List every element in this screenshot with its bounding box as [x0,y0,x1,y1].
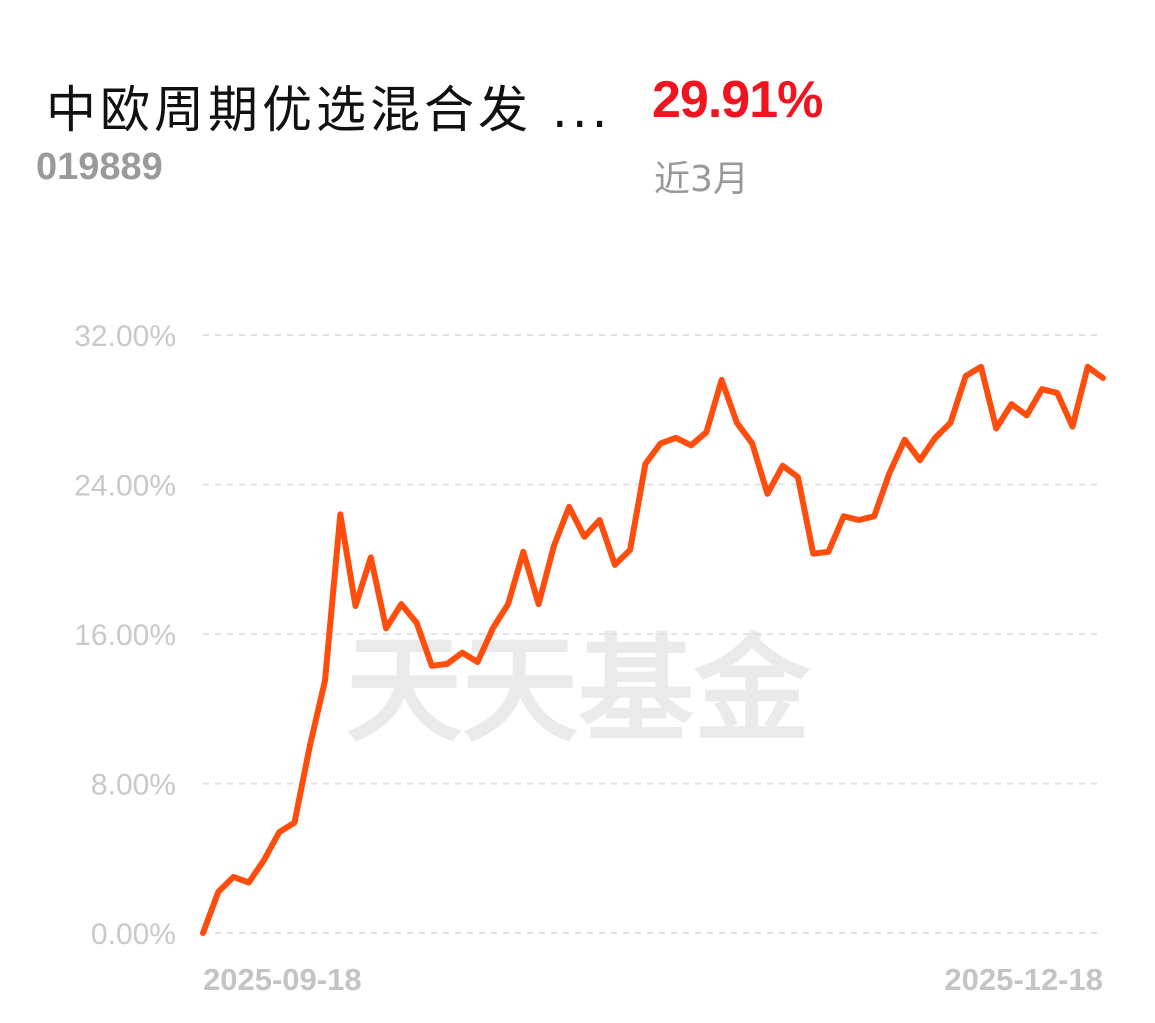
y-tick-label: 32.00% [74,320,176,353]
series-group [200,363,1106,936]
fund-code: 019889 [36,146,163,188]
x-tick-label: 2025-12-18 [944,962,1103,997]
return-value: 29.91% [652,71,823,129]
x-tick-label: 2025-09-18 [203,962,362,997]
fund-name: 中欧周期优选混合发 ... [46,81,612,139]
y-tick-label: 8.00% [91,769,176,802]
y-tick-label: 16.00% [74,619,176,652]
y-tick-label: 0.00% [91,918,176,951]
y-axis-ticks: 0.00% 8.00% 16.00% 24.00% 32.00% [74,320,176,951]
x-axis-ticks: 2025-09-18 2025-12-18 [203,962,1103,997]
watermark: 天天基金 [346,623,811,758]
return-period: 近3月 [654,159,749,200]
y-tick-label: 24.00% [74,470,176,503]
grid-lines [203,334,1103,934]
series-line [200,363,1106,936]
